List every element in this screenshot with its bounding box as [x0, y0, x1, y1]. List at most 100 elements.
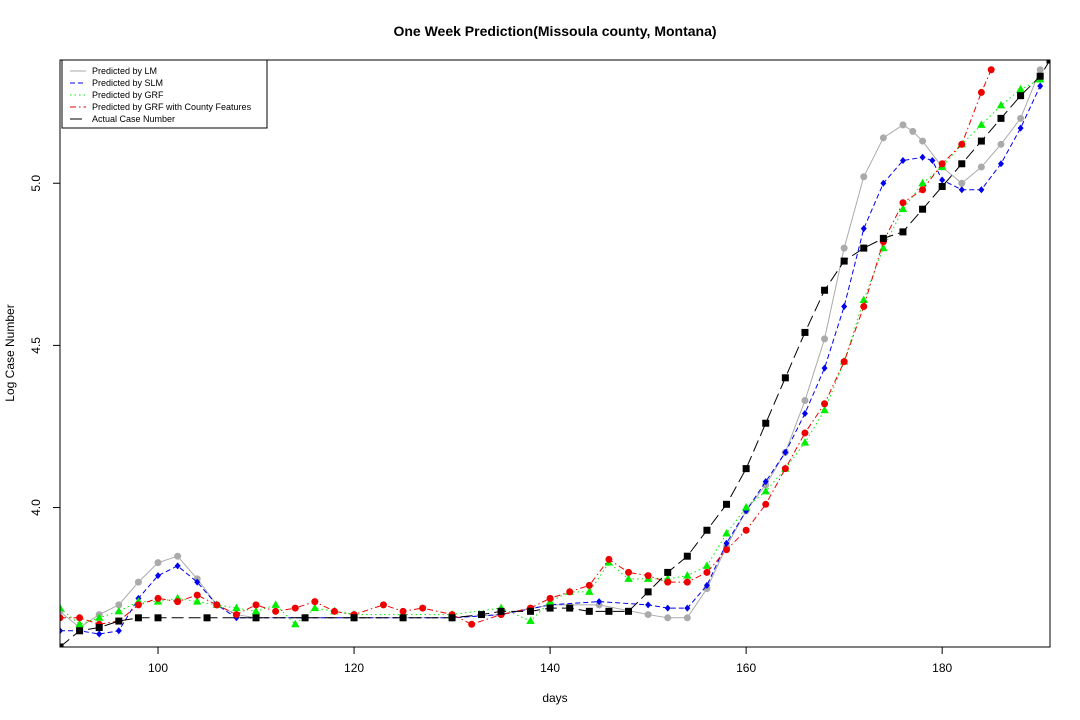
data-point	[624, 574, 633, 582]
data-point	[762, 478, 769, 486]
data-point	[75, 619, 84, 628]
data-point	[252, 614, 260, 622]
data-point	[96, 630, 103, 638]
data-point	[899, 199, 907, 207]
data-point	[114, 606, 124, 615]
data-point	[929, 157, 936, 165]
y-axis-label: Log Case Number	[3, 304, 17, 401]
data-point	[1017, 114, 1025, 122]
data-point	[821, 335, 829, 343]
data-point	[879, 243, 888, 252]
data-point	[909, 127, 917, 135]
data-point	[271, 600, 280, 608]
data-point	[664, 568, 672, 576]
x-tick-label: 100	[148, 661, 168, 675]
data-point	[546, 604, 554, 612]
data-point	[761, 486, 770, 495]
data-point	[194, 578, 201, 586]
legend: Predicted by LM Predicted by SLM Predicted…	[61, 59, 268, 129]
data-point	[938, 182, 946, 190]
data-point	[821, 364, 828, 372]
data-point	[1016, 84, 1025, 93]
data-point	[958, 186, 965, 194]
data-point	[95, 613, 104, 621]
x-tick-label: 140	[540, 661, 560, 675]
data-point	[252, 601, 260, 609]
data-point	[723, 546, 731, 554]
data-point	[820, 405, 829, 414]
data-point	[898, 204, 908, 213]
data-point	[859, 295, 868, 303]
data-point	[879, 234, 887, 242]
data-point	[468, 620, 476, 628]
data-point	[919, 153, 926, 161]
data-point	[526, 616, 535, 625]
data-point	[722, 528, 731, 537]
data-point	[683, 578, 691, 586]
data-point	[76, 627, 84, 635]
data-point	[605, 607, 613, 615]
data-point	[585, 607, 593, 615]
data-point	[526, 607, 534, 615]
data-point	[939, 176, 946, 184]
y-tick-label: 5.0	[29, 175, 43, 192]
data-point	[60, 627, 63, 635]
data-point	[155, 572, 162, 580]
data-point	[762, 500, 770, 508]
data-point	[1046, 60, 1050, 64]
data-point	[899, 228, 907, 236]
x-tick-label: 180	[932, 661, 952, 675]
data-point	[919, 205, 927, 213]
data-point	[644, 611, 652, 619]
data-point	[683, 571, 692, 579]
data-point	[1017, 92, 1025, 100]
data-point	[585, 587, 594, 595]
plot-frame	[59, 59, 1051, 648]
data-point	[644, 588, 652, 596]
data-point	[291, 604, 299, 612]
data-point	[1037, 82, 1044, 90]
data-point	[880, 179, 887, 187]
data-point	[605, 555, 613, 563]
data-point	[938, 160, 946, 168]
data-point	[742, 526, 750, 534]
data-point	[958, 179, 966, 187]
data-point	[683, 614, 691, 622]
data-point	[741, 503, 751, 511]
data-point	[625, 607, 633, 615]
data-point	[174, 562, 181, 570]
data-point	[134, 578, 142, 586]
data-point	[193, 597, 202, 605]
data-point	[330, 607, 338, 615]
data-point	[60, 643, 64, 647]
data-point	[350, 614, 358, 622]
data-point	[723, 539, 730, 547]
data-point	[781, 465, 789, 473]
x-axis-label: days	[542, 691, 567, 705]
data-point	[977, 88, 985, 96]
data-point	[997, 114, 1005, 122]
data-point	[115, 627, 122, 635]
data-point	[1036, 72, 1044, 80]
data-point	[899, 157, 906, 165]
y-axis: 4.0 4.5 5.0	[29, 175, 60, 516]
data-point	[684, 604, 691, 612]
data-point	[703, 526, 711, 534]
data-point	[801, 409, 808, 417]
data-point	[154, 594, 162, 602]
data-point	[742, 465, 750, 473]
data-point	[60, 614, 64, 622]
data-point	[174, 552, 182, 560]
data-point	[115, 617, 123, 625]
data-point	[958, 160, 966, 168]
series-0	[60, 66, 1044, 632]
data-point	[174, 598, 182, 606]
data-point	[625, 568, 633, 576]
y-tick-label: 4.0	[29, 499, 43, 516]
data-point	[841, 302, 848, 310]
data-point	[477, 611, 485, 619]
data-point	[419, 604, 427, 612]
legend-entry: Predicted by SLM	[92, 78, 163, 88]
data-point	[702, 561, 712, 569]
